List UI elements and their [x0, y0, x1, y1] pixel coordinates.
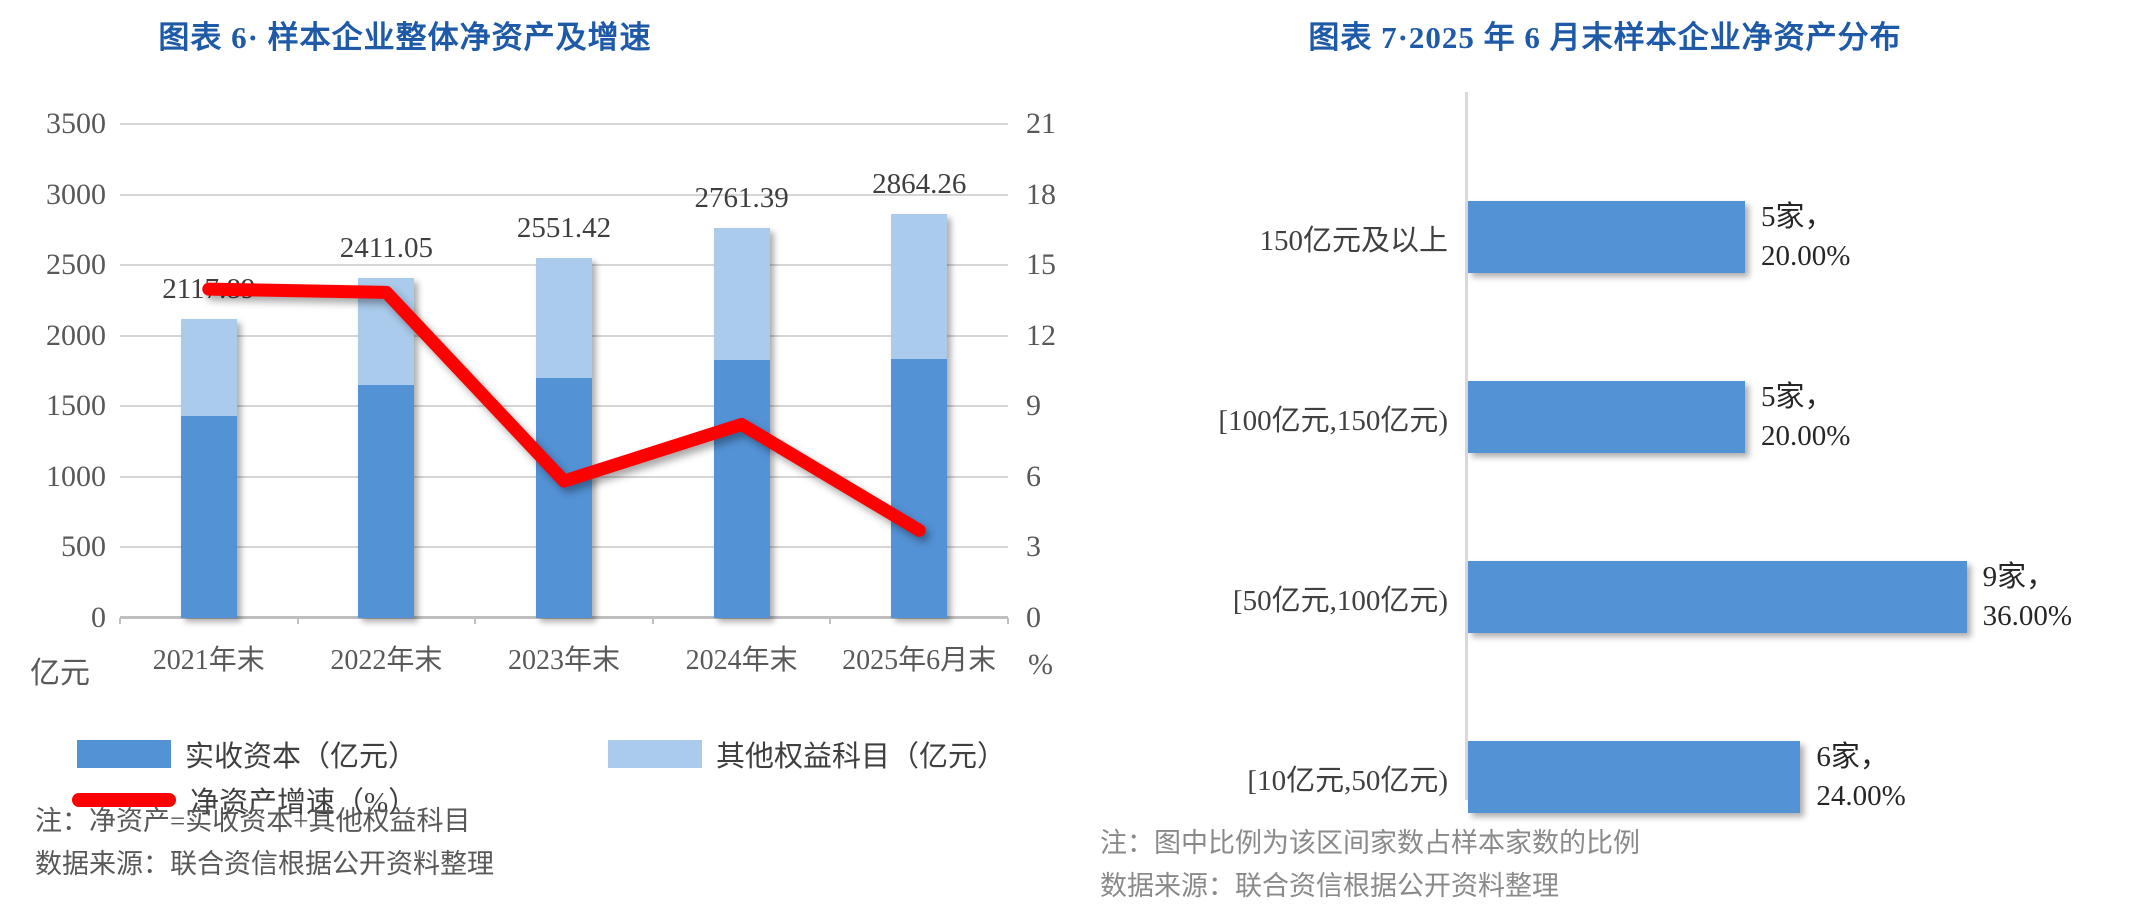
bar-value-line-count: 6家，	[1816, 741, 1889, 773]
gridline	[120, 193, 1008, 196]
gridline	[120, 123, 1008, 125]
stacked-bar	[713, 228, 770, 618]
other-equity-swatch-icon	[608, 740, 702, 768]
stacked-bar	[536, 257, 592, 618]
left-axis-tick-label: 3500	[46, 107, 106, 140]
left-axis-tick-label: 500	[61, 530, 106, 564]
bar-value-label: 9家， 36.00%	[1983, 558, 2072, 636]
bar-value-line-percent: 36.00%	[1982, 600, 2073, 632]
category-label: [100亿元,150亿元)	[1218, 405, 1448, 437]
left-axis-tick-label: 0	[91, 601, 106, 634]
x-axis-tick	[296, 618, 299, 624]
right-axis-tick-label: 3	[1026, 530, 1041, 564]
x-axis-tick	[1007, 618, 1009, 624]
company-count-bar	[1468, 381, 1745, 453]
bar-total-label: 2761.39	[694, 182, 789, 215]
figure-7-panel: 图表 7·2025 年 6 月末样本企业净资产分布 150亿元及以上 5家， 20.…	[1070, 0, 2140, 916]
bar-value-label: 6家， 24.00%	[1816, 738, 1905, 816]
category-label: [10亿元,50亿元)	[1247, 765, 1448, 797]
category-label: 150亿元及以上	[1259, 225, 1448, 257]
right-axis-tick-label: 9	[1026, 389, 1041, 423]
bar-value-line-count: 5家，	[1761, 381, 1834, 413]
company-count-bar	[1468, 201, 1745, 273]
legend-item-other-equity: 其他权益科目（亿元）	[608, 733, 1006, 775]
x-axis-category-label: 2024年末	[685, 645, 798, 676]
x-axis-tick	[474, 618, 477, 624]
right-axis-tick-label: 15	[1026, 248, 1056, 282]
left-axis-tick-label: 3000	[46, 177, 106, 211]
category-label: [50亿元,100亿元)	[1232, 585, 1448, 617]
company-count-bar	[1468, 561, 1967, 633]
other-equity-segment	[536, 257, 592, 379]
right-axis-tick-label: 18	[1026, 177, 1056, 211]
x-axis-category-label: 2023年末	[507, 645, 620, 676]
growth-line-swatch-icon	[72, 793, 176, 807]
figure-7-notes: 注：图中比例为该区间家数占样本家数的比例 数据来源：联合资信根据公开资料整理	[1100, 822, 1640, 908]
bar-total-label: 2411.05	[339, 231, 433, 264]
note-line: 注：图中比例为该区间家数占样本家数的比例	[1100, 828, 1640, 858]
stacked-bar	[180, 319, 237, 618]
figure-6-notes: 注：净资产=实收资本+其他权益科目 数据来源：联合资信根据公开资料整理	[35, 800, 494, 886]
bar-value-line-percent: 20.00%	[1761, 420, 1851, 452]
x-axis-tick	[651, 618, 654, 624]
x-axis-tick	[829, 618, 832, 624]
right-axis-tick-label: 6	[1026, 459, 1041, 493]
paid-in-capital-segment	[358, 385, 415, 618]
other-equity-segment	[713, 228, 770, 361]
left-axis-tick-label: 2000	[46, 318, 106, 352]
bar-value-line-percent: 24.00%	[1816, 780, 1906, 812]
company-count-bar	[1468, 741, 1801, 813]
bar-value-line-count: 5家，	[1761, 201, 1834, 233]
paid-in-capital-segment	[713, 360, 770, 618]
legend-item-growth-line: 净资产增速（%）	[72, 779, 417, 821]
bar-value-label: 5家， 20.00%	[1761, 198, 1850, 276]
bar-total-label: 2864.26	[872, 167, 967, 200]
right-axis-tick-label: 12	[1026, 318, 1056, 352]
figure-7-title: 图表 7·2025 年 6 月末样本企业净资产分布	[1308, 20, 1902, 55]
paid-in-capital-swatch-icon	[77, 740, 171, 768]
paid-in-capital-segment	[536, 378, 592, 618]
figure-6-plot-area: 2117.89 2411.05 2551.42 2761.39 2864.26	[119, 123, 1009, 624]
legend-item-paid-in-capital: 实收资本（亿元）	[77, 733, 417, 775]
other-equity-segment	[180, 319, 237, 417]
legend-label: 净资产增速（%）	[190, 787, 418, 819]
left-axis-tick-label: 2500	[46, 248, 106, 282]
stacked-bar	[891, 213, 948, 618]
legend-label: 其他权益科目（亿元）	[716, 741, 1007, 773]
x-axis-category-label: 2025年6月末	[842, 645, 997, 676]
left-axis-tick-label: 1500	[46, 389, 106, 423]
x-axis-category-label: 2022年末	[330, 645, 443, 676]
legend-label: 实收资本（亿元）	[185, 741, 418, 773]
bar-value-label: 5家， 20.00%	[1761, 378, 1850, 456]
growth-rate-polyline	[202, 282, 926, 537]
figure-6-title: 图表 6· 样本企业整体净资产及增速	[158, 20, 652, 55]
bar-value-line-count: 9家，	[1982, 561, 2056, 593]
growth-rate-line	[202, 282, 926, 537]
x-axis-tick	[119, 618, 121, 624]
note-line: 数据来源：联合资信根据公开资料整理	[35, 849, 494, 879]
note-line: 注：净资产=实收资本+其他权益科目	[35, 806, 471, 836]
right-axis-unit-label: %	[1028, 648, 1053, 681]
bar-value-line-percent: 20.00%	[1761, 240, 1851, 272]
other-equity-segment	[891, 213, 948, 360]
note-line: 数据来源：联合资信根据公开资料整理	[1100, 871, 1559, 901]
paid-in-capital-segment	[891, 359, 948, 618]
figure-7-category-axis-line	[1465, 92, 1468, 800]
right-axis-tick-label: 0	[1026, 601, 1041, 634]
right-axis-tick-label: 21	[1026, 107, 1056, 140]
figure-6-panel: 图表 6· 样本企业整体净资产及增速 0 0 500 3 1000 6 1500 9 2000 1…	[30, 20, 1056, 886]
left-axis-unit-label: 亿元	[30, 657, 90, 690]
x-axis-category-label: 2021年末	[152, 645, 265, 676]
bar-total-label: 2551.42	[516, 211, 612, 244]
left-axis-tick-label: 1000	[46, 459, 106, 493]
paid-in-capital-segment	[180, 416, 237, 618]
